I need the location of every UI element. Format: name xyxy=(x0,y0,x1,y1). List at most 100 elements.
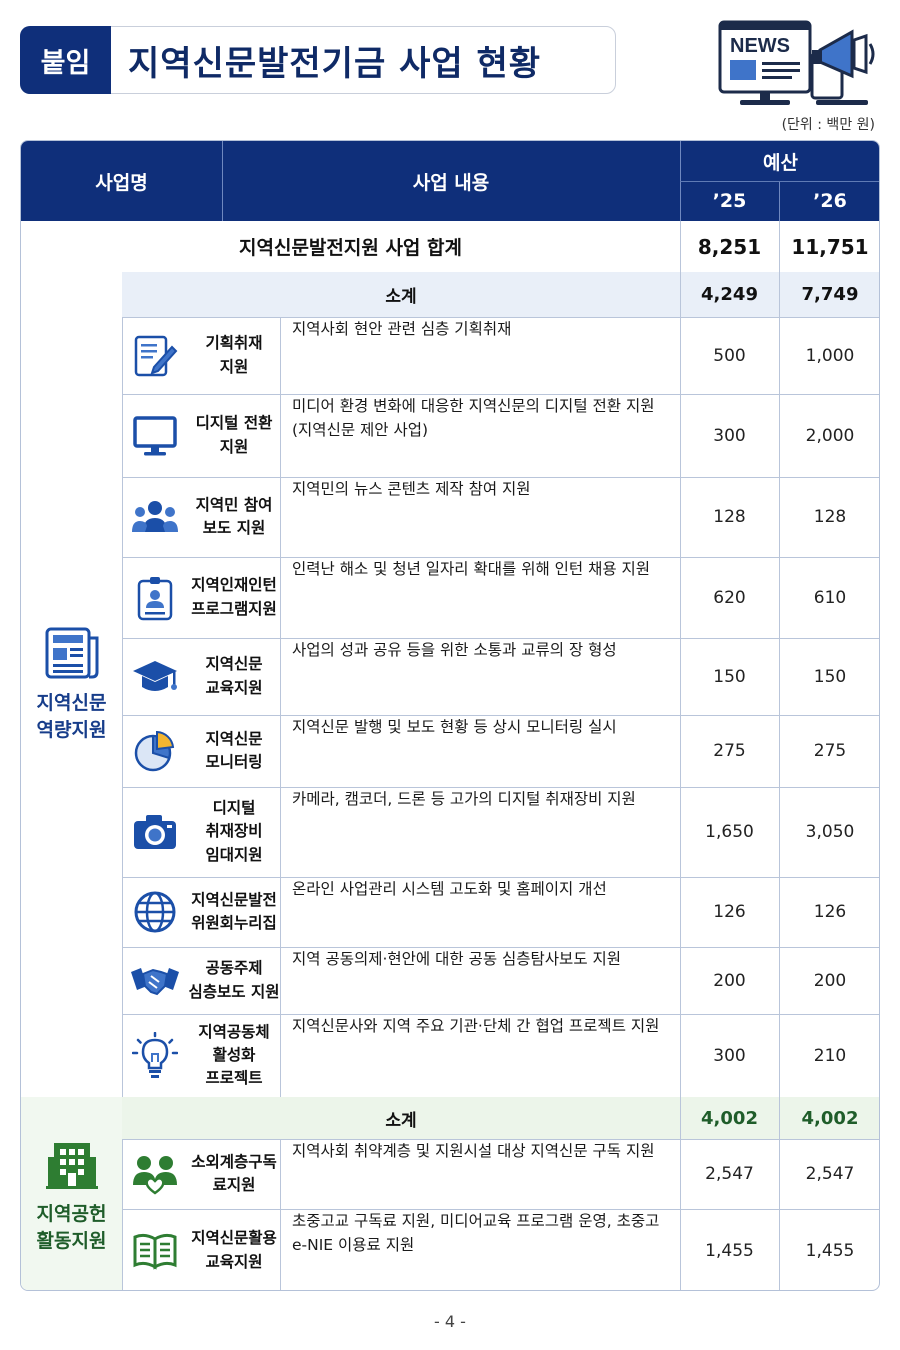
business-content-line: e-NIE 이용료 지원 xyxy=(292,1236,415,1255)
header-budget: 예산 xyxy=(680,141,879,181)
lightbulb-icon xyxy=(122,1014,188,1097)
business-name-line: 지원 xyxy=(219,357,249,376)
business-name-line: 지역신문 xyxy=(205,729,263,748)
budget-25-cell: 1,455 xyxy=(705,1240,754,1261)
business-content-cell: 지역 공동의제·현안에 대한 공동 심층탐사보도 지원 xyxy=(280,947,680,1014)
budget-26-cell: 200 xyxy=(813,970,847,991)
business-name-line: 지역신문발전 xyxy=(191,890,277,909)
business-content-line: 온라인 사업관리 시스템 고도화 및 홈페이지 개선 xyxy=(292,880,607,898)
business-name-cell: 디지털 전환 지원 xyxy=(188,394,280,477)
budget-25-cell: 2,547 xyxy=(705,1164,754,1184)
business-content-line: 지역사회 취약계층 및 지원시설 대상 지역신문 구독 지원 xyxy=(292,1142,655,1160)
subtotal-label: 소계 xyxy=(122,272,680,317)
title-tag: 붙임 xyxy=(20,26,111,94)
globe-icon xyxy=(134,891,176,933)
budget-25-cell: 200 xyxy=(713,970,746,991)
budget-table: 사업명 사업 내용 예산 ’25 ’26 지역신문발전지원 사업 합계 8,25… xyxy=(20,140,880,1291)
pen-document-icon xyxy=(134,335,178,376)
open-book-icon xyxy=(122,1209,188,1290)
header-year-26: ’26 xyxy=(779,181,879,221)
business-content-line: (지역신문 제안 사업) xyxy=(292,421,429,440)
budget-25-cell: 126 xyxy=(713,902,746,922)
category-2-label-line2: 활동지원 xyxy=(36,1229,107,1252)
grand-total-25: 8,251 xyxy=(697,234,762,259)
camera-icon xyxy=(122,787,188,877)
business-content-cell: 지역사회 현안 관련 심층 기획취재 xyxy=(280,317,680,394)
business-content-line: 지역신문사와 지역 주요 기관·단체 간 협업 프로젝트 지원 xyxy=(292,1017,660,1035)
budget-26-cell: 1,000 xyxy=(805,345,855,366)
header-business-name: 사업명 xyxy=(21,141,222,221)
handshake-icon xyxy=(122,947,188,1014)
business-name-line: 보도 지원 xyxy=(202,519,266,537)
budget-25-cell: 275 xyxy=(713,741,746,761)
building-icon xyxy=(45,1142,98,1189)
business-content-cell: 사업의 성과 공유 등을 위한 소통과 교류의 장 형성 xyxy=(280,638,680,715)
business-content-line: 인력난 해소 및 청년 일자리 확대를 위해 인턴 채용 지원 xyxy=(292,560,651,578)
budget-25-cell: 1,650 xyxy=(705,822,754,842)
globe-icon xyxy=(122,877,188,947)
category-1-label-line1: 지역신문 xyxy=(36,691,107,714)
business-content-cell: 지역사회 취약계층 및 지원시설 대상 지역신문 구독 지원 xyxy=(280,1139,680,1209)
business-content-cell: 초중고교 구독료 지원, 미디어교육 프로그램 운영, 초중고 e-NIE 이용료… xyxy=(280,1209,680,1290)
newspaper-icon xyxy=(45,627,98,679)
business-content-line: 지역신문 발행 및 보도 현황 등 상시 모니터링 실시 xyxy=(292,718,617,736)
business-name-line: 지원 xyxy=(219,437,249,456)
business-content-cell: 온라인 사업관리 시스템 고도화 및 홈페이지 개선 xyxy=(280,877,680,947)
business-name-line: 취재장비 xyxy=(205,822,263,841)
monitor-icon xyxy=(133,415,177,455)
subtotal-25: 4,249 xyxy=(680,272,779,317)
business-name-cell: 디지털 취재장비 임대지원 xyxy=(188,787,280,877)
category-1-label-line2: 역량지원 xyxy=(36,718,107,741)
business-name-line: 활성화 xyxy=(212,1045,256,1064)
business-name-line: 교육지원 xyxy=(205,678,263,697)
business-content-line: 사업의 성과 공유 등을 위한 소통과 교류의 장 형성 xyxy=(292,641,617,659)
business-name-cell: 지역신문활용 교육지원 xyxy=(188,1209,280,1290)
business-content-cell: 지역신문사와 지역 주요 기관·단체 간 협업 프로젝트 지원 xyxy=(280,1014,680,1097)
people-group-icon xyxy=(132,501,178,532)
business-name-line: 소외계층구독 xyxy=(191,1152,277,1171)
id-badge-icon xyxy=(137,576,173,620)
people-group-icon xyxy=(122,477,188,557)
budget-26-cell: 150 xyxy=(813,666,847,687)
business-name-line: 공동주제 xyxy=(205,959,263,978)
business-name-cell: 지역신문 모니터링 xyxy=(188,715,280,787)
pen-document-icon xyxy=(122,317,188,394)
business-name-line: 기획취재 xyxy=(205,334,263,353)
business-name-line: 료지원 xyxy=(212,1176,256,1194)
subtotal-26: 7,749 xyxy=(779,272,879,317)
camera-icon xyxy=(134,815,176,849)
budget-26-cell: 610 xyxy=(813,587,847,608)
business-name-line: 디지털 xyxy=(212,799,256,818)
business-name-line: 지역인재인턴 xyxy=(191,576,277,595)
subtotal-26: 4,002 xyxy=(779,1097,879,1139)
header-business-content: 사업 내용 xyxy=(222,141,680,221)
business-content-line: 카메라, 캠코더, 드론 등 고가의 디지털 취재장비 지원 xyxy=(292,790,636,808)
business-content-line: 미디어 환경 변화에 대응한 지역신문의 디지털 전환 지원 xyxy=(292,397,655,415)
business-name-cell: 지역공동체 활성화 프로젝트 xyxy=(188,1014,280,1097)
business-name-line: 지역공동체 xyxy=(198,1022,270,1041)
pie-chart-icon xyxy=(122,715,188,787)
news-megaphone-icon: NEWS xyxy=(716,14,880,110)
budget-26-cell: 2,000 xyxy=(805,425,855,446)
business-name-line: 지역민 참여 xyxy=(195,495,273,514)
budget-26-cell: 275 xyxy=(813,741,847,761)
monitor-icon xyxy=(122,394,188,477)
business-content-line: 지역민의 뉴스 콘텐츠 제작 참여 지원 xyxy=(292,480,531,498)
handshake-icon xyxy=(131,967,179,995)
business-content-cell: 지역민의 뉴스 콘텐츠 제작 참여 지원 xyxy=(280,477,680,557)
category-2-label-line1: 지역공헌 xyxy=(36,1202,107,1225)
people-heart-icon xyxy=(122,1139,188,1209)
budget-26-cell: 2,547 xyxy=(805,1164,855,1184)
business-content-cell: 미디어 환경 변화에 대응한 지역신문의 디지털 전환 지원 (지역신문 제안 사… xyxy=(280,394,680,477)
budget-25-cell: 620 xyxy=(713,587,746,608)
grand-total-26: 11,751 xyxy=(791,234,869,259)
graduation-cap-icon xyxy=(133,660,177,691)
business-name-line: 지역신문 xyxy=(205,655,263,674)
page-title: 지역신문발전기금 사업 현황 xyxy=(128,43,542,84)
pie-chart-icon xyxy=(134,730,175,772)
business-content-cell: 카메라, 캠코더, 드론 등 고가의 디지털 취재장비 지원 xyxy=(280,787,680,877)
budget-25-cell: 500 xyxy=(713,345,746,366)
